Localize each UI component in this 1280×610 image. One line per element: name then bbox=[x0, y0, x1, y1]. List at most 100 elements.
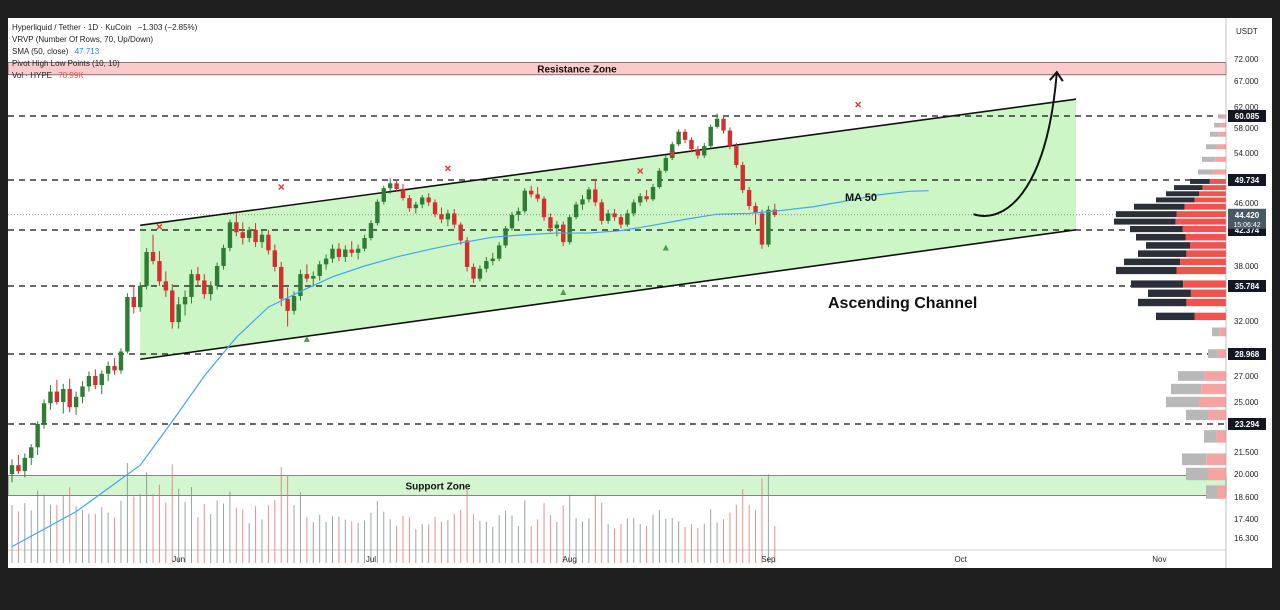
candle-body-57 bbox=[375, 201, 380, 224]
candle-body-91 bbox=[593, 189, 598, 203]
profile-row-8 bbox=[1208, 349, 1218, 359]
candle-28 bbox=[189, 269, 194, 304]
candle-body-16 bbox=[112, 365, 117, 371]
volume-bar-75 bbox=[492, 527, 494, 563]
volume-bar-51 bbox=[338, 516, 340, 563]
volume-bar-10 bbox=[75, 506, 77, 563]
candle-body-40 bbox=[266, 234, 271, 251]
volume-bar-57 bbox=[376, 501, 378, 563]
profile-row-red-7 bbox=[1204, 371, 1226, 381]
volume-bar-102 bbox=[665, 518, 667, 563]
pivot-high-0 bbox=[156, 223, 163, 230]
candle-7 bbox=[54, 379, 60, 405]
candle-body-77 bbox=[503, 228, 508, 246]
candle-47 bbox=[311, 271, 316, 287]
volume-bar-95 bbox=[620, 523, 622, 563]
ma50-label: MA 50 bbox=[845, 192, 877, 204]
candle-54 bbox=[355, 244, 361, 260]
candle-81 bbox=[529, 185, 534, 198]
candle-body-55 bbox=[362, 238, 367, 249]
volume-bar-35 bbox=[235, 507, 237, 563]
candle-8 bbox=[61, 383, 66, 414]
volume-bar-90 bbox=[588, 518, 590, 563]
candle-body-37 bbox=[246, 229, 252, 239]
volume-bar-66 bbox=[434, 516, 436, 563]
volume-bar-89 bbox=[581, 521, 583, 563]
candle-112 bbox=[727, 127, 733, 150]
candle-body-45 bbox=[298, 274, 303, 297]
volume-bar-2 bbox=[24, 502, 26, 563]
volume-value: 78.99K bbox=[58, 71, 84, 80]
volume-bar-94 bbox=[614, 528, 616, 563]
volume-bar-39 bbox=[261, 519, 263, 563]
volume-bar-115 bbox=[748, 504, 750, 563]
y-tick-2: 62.000 bbox=[1234, 103, 1259, 112]
pivot-high-1 bbox=[278, 183, 285, 190]
profile-row-21 bbox=[1116, 211, 1177, 218]
candle-87 bbox=[567, 214, 572, 245]
legend-vrvp-row: VRVP (Number Of Rows, 70, Up/Down) bbox=[12, 35, 153, 44]
profile-row-red-21 bbox=[1176, 211, 1226, 218]
volume-bar-117 bbox=[761, 478, 763, 563]
candle-92 bbox=[599, 199, 604, 225]
profile-row-red-19 bbox=[1182, 225, 1226, 233]
candle-82 bbox=[535, 186, 540, 202]
candle-41 bbox=[272, 244, 278, 272]
volume-bar-43 bbox=[287, 475, 289, 563]
candle-body-0 bbox=[9, 465, 15, 474]
support-zone bbox=[8, 475, 1227, 496]
candle-body-51 bbox=[336, 248, 342, 257]
candle-body-26 bbox=[176, 304, 181, 323]
profile-row-2 bbox=[1182, 453, 1207, 466]
candle-body-88 bbox=[573, 204, 579, 218]
candle-62 bbox=[407, 194, 412, 212]
volume-bar-105 bbox=[684, 526, 686, 563]
x-tick-3: Sep bbox=[761, 555, 776, 564]
profile-row-1 bbox=[1186, 467, 1208, 481]
profile-row-32 bbox=[1218, 114, 1223, 119]
y-tick-0: 72.000 bbox=[1234, 55, 1259, 64]
y-tick-13: 17.400 bbox=[1234, 515, 1259, 524]
volume-bar-80 bbox=[524, 500, 526, 563]
volume-bar-118 bbox=[767, 474, 769, 563]
level-tag-1: 49.734 bbox=[1235, 176, 1260, 185]
channel-fill bbox=[140, 99, 1077, 360]
volume-bar-87 bbox=[569, 495, 571, 563]
volume-bar-22 bbox=[152, 493, 154, 563]
candle-body-72 bbox=[471, 266, 476, 279]
price-chart[interactable]: Resistance Zone Support Zone Ascending Ch… bbox=[8, 18, 1272, 568]
profile-row-red-28 bbox=[1215, 156, 1226, 162]
volume-bar-73 bbox=[479, 520, 481, 563]
candle-body-84 bbox=[548, 217, 553, 229]
candle-53 bbox=[349, 241, 354, 257]
pivot-high-stroke-b-5 bbox=[855, 101, 862, 108]
candle-body-48 bbox=[317, 264, 322, 276]
candle-body-19 bbox=[131, 296, 136, 308]
volume-bar-91 bbox=[594, 494, 596, 563]
candle-50 bbox=[330, 244, 335, 263]
y-tick-6: 38.000 bbox=[1234, 262, 1259, 271]
candle-body-59 bbox=[387, 183, 393, 189]
candle-body-99 bbox=[644, 196, 649, 200]
x-tick-4: Oct bbox=[954, 555, 967, 564]
candle-31 bbox=[208, 281, 213, 301]
candle-body-93 bbox=[605, 213, 611, 221]
candle-body-24 bbox=[163, 281, 169, 291]
candle-body-25 bbox=[170, 290, 175, 323]
candle-0 bbox=[9, 459, 15, 483]
volume-bar-11 bbox=[82, 510, 84, 563]
candle-115 bbox=[746, 186, 752, 210]
volume-bar-31 bbox=[210, 514, 212, 563]
candle-95 bbox=[618, 214, 624, 229]
candle-body-22 bbox=[150, 252, 156, 262]
pivot-label: Pivot High Low Points (10, 10) bbox=[12, 59, 120, 68]
candle-body-92 bbox=[599, 202, 604, 221]
candle-57 bbox=[375, 199, 380, 226]
candle-91 bbox=[593, 178, 598, 206]
level-tag-bg-1 bbox=[1228, 174, 1266, 186]
profile-row-10 bbox=[1156, 312, 1195, 321]
profile-row-red-11 bbox=[1186, 298, 1226, 307]
candle-109 bbox=[708, 124, 713, 148]
candle-70 bbox=[458, 222, 463, 245]
candle-body-105 bbox=[682, 131, 688, 140]
